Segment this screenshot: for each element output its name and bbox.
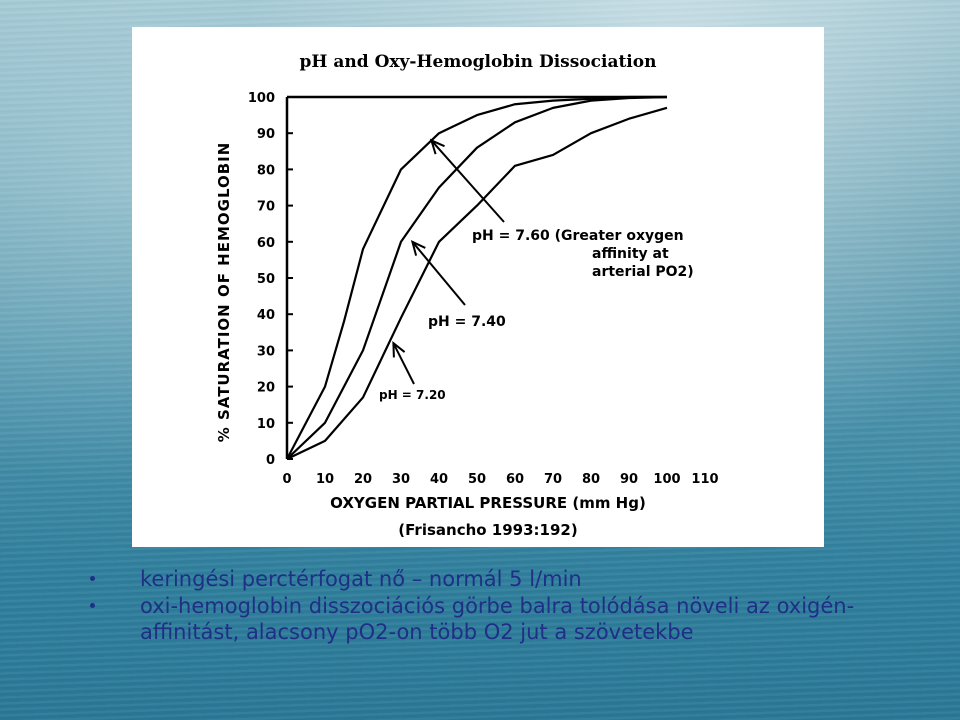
x-tick-label: 90 — [620, 472, 638, 487]
chart-title: pH and Oxy-Hemoglobin Dissociation — [300, 52, 657, 72]
x-tick-label: 0 — [282, 472, 291, 487]
bullet-text: oxi-hemoglobin disszociációs görbe balra… — [140, 594, 855, 644]
y-tick-label: 20 — [257, 381, 275, 396]
series-line-2 — [286, 95, 668, 460]
y-tick-label: 30 — [257, 344, 275, 359]
x-tick-label: 60 — [506, 472, 524, 487]
annotation-label: pH = 7.40 — [428, 314, 506, 330]
x-tick-label: 110 — [691, 472, 718, 487]
chart-figure: pH and Oxy-Hemoglobin Dissociation 0 10 20… — [132, 27, 824, 547]
annotation-arrow — [411, 241, 466, 306]
y-axis-label: % SATURATION OF HEMOGLOBIN — [215, 142, 233, 443]
y-tick-label: 80 — [257, 163, 275, 178]
annotation-arrow — [392, 342, 415, 385]
y-tick-label: 0 — [266, 453, 275, 468]
annotation-arrow — [430, 139, 505, 223]
y-tick-label: 90 — [257, 127, 275, 142]
annotation-label: affinity at — [592, 246, 669, 262]
x-tick-label: 50 — [468, 472, 486, 487]
bullet-icon — [90, 603, 95, 608]
x-tick-label: 30 — [392, 472, 410, 487]
bullet-list: keringési perctérfogat nő – normál 5 l/m… — [88, 566, 938, 646]
bullet-text: keringési perctérfogat nő – normál 5 l/m… — [140, 567, 582, 591]
series-line-3 — [286, 106, 668, 460]
arrowhead-icon — [392, 341, 406, 358]
bullet-item: oxi-hemoglobin disszociációs görbe balra… — [88, 593, 938, 645]
annotation-label: pH = 7.20 — [379, 388, 446, 402]
arrowhead-icon — [410, 239, 426, 256]
y-tick-label: 100 — [248, 91, 275, 106]
dissociation-chart: pH and Oxy-Hemoglobin Dissociation 0 10 20… — [215, 52, 719, 539]
series-line-1 — [286, 95, 667, 460]
y-tick-label: 70 — [257, 200, 275, 215]
y-tick-label: 60 — [257, 236, 275, 251]
bullet-icon — [90, 576, 95, 581]
x-tick-label: 40 — [430, 472, 448, 487]
y-tick-label: 40 — [257, 308, 275, 323]
x-tick-label: 80 — [582, 472, 600, 487]
source-citation: (Frisancho 1993:192) — [398, 521, 577, 539]
x-tick-label: 20 — [354, 472, 372, 487]
arrowhead-icon — [429, 138, 445, 155]
x-tick-label: 10 — [316, 472, 334, 487]
annotation-label: arterial PO2) — [592, 264, 694, 280]
y-tick-label: 10 — [257, 417, 275, 432]
x-axis-label: OXYGEN PARTIAL PRESSURE (mm Hg) — [330, 494, 646, 512]
y-tick-label: 50 — [257, 272, 275, 287]
annotation-label: pH = 7.60 (Greater oxygen — [472, 228, 684, 244]
x-tick-label: 100 — [653, 472, 680, 487]
bullet-item: keringési perctérfogat nő – normál 5 l/m… — [88, 566, 938, 592]
x-tick-label: 70 — [544, 472, 562, 487]
